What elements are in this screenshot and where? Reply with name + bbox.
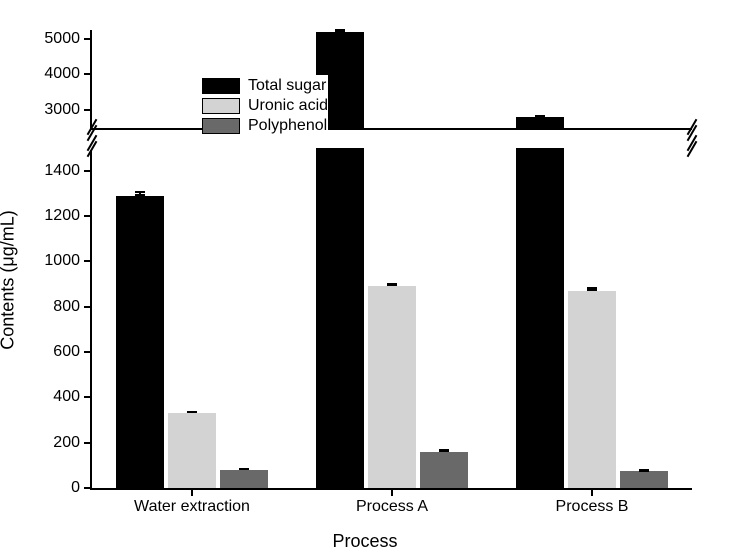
bar [316, 148, 364, 488]
axis-break-left-upper [83, 122, 101, 140]
bar [420, 452, 468, 488]
legend-swatch [202, 78, 240, 94]
y-tick-label: 3000 [44, 101, 92, 119]
legend-item: Total sugar [202, 77, 328, 95]
error-bar [139, 191, 141, 196]
y-tick-label: 1000 [44, 252, 92, 270]
bar [568, 291, 616, 488]
y-tick-label: 1400 [44, 162, 92, 180]
error-bar [643, 470, 645, 471]
error-bar [243, 468, 245, 470]
chart-root: Contents (μg/mL) Process 020040060080010… [0, 0, 730, 560]
bar [368, 286, 416, 488]
y-tick-label: 200 [53, 434, 92, 452]
legend-label: Polyphenol [248, 117, 327, 135]
y-tick-label: 800 [53, 298, 92, 316]
error-bar [591, 287, 593, 290]
legend-swatch [202, 98, 240, 114]
upper-panel: 300040005000 [92, 28, 692, 130]
legend-item: Polyphenol [202, 117, 328, 135]
error-bar [443, 449, 445, 452]
error-bar [191, 411, 193, 413]
x-tick-label: Water extraction [134, 488, 250, 516]
y-tick-label: 5000 [44, 30, 92, 48]
y-axis-label: Contents (μg/mL) [0, 210, 19, 349]
bar [620, 471, 668, 488]
bar [168, 413, 216, 488]
lower-panel: 0200400600800100012001400Water extractio… [92, 148, 692, 490]
error-bar [391, 283, 393, 286]
bar [516, 148, 564, 488]
bar [116, 196, 164, 488]
y-tick-label: 0 [71, 479, 92, 497]
error-bar [539, 116, 541, 117]
x-tick-label: Process A [356, 488, 428, 516]
axis-break-left-lower [83, 138, 101, 156]
y-tick-label: 400 [53, 388, 92, 406]
plot-area: 0200400600800100012001400Water extractio… [90, 30, 692, 490]
y-tick-label: 600 [53, 343, 92, 361]
axis-break-right-upper [683, 122, 701, 140]
y-tick-label: 1200 [44, 207, 92, 225]
y-tick-label: 4000 [44, 65, 92, 83]
bar [220, 470, 268, 488]
x-axis-label: Process [332, 531, 397, 552]
legend-item: Uronic acid [202, 97, 328, 115]
legend: Total sugar Uronic acid Polyphenol [202, 75, 328, 137]
legend-swatch [202, 118, 240, 134]
legend-label: Total sugar [248, 77, 326, 95]
error-bar [339, 29, 341, 31]
bar-upper [516, 117, 564, 128]
axis-break-right-lower [683, 138, 701, 156]
x-tick-label: Process B [556, 488, 629, 516]
legend-label: Uronic acid [248, 97, 328, 115]
